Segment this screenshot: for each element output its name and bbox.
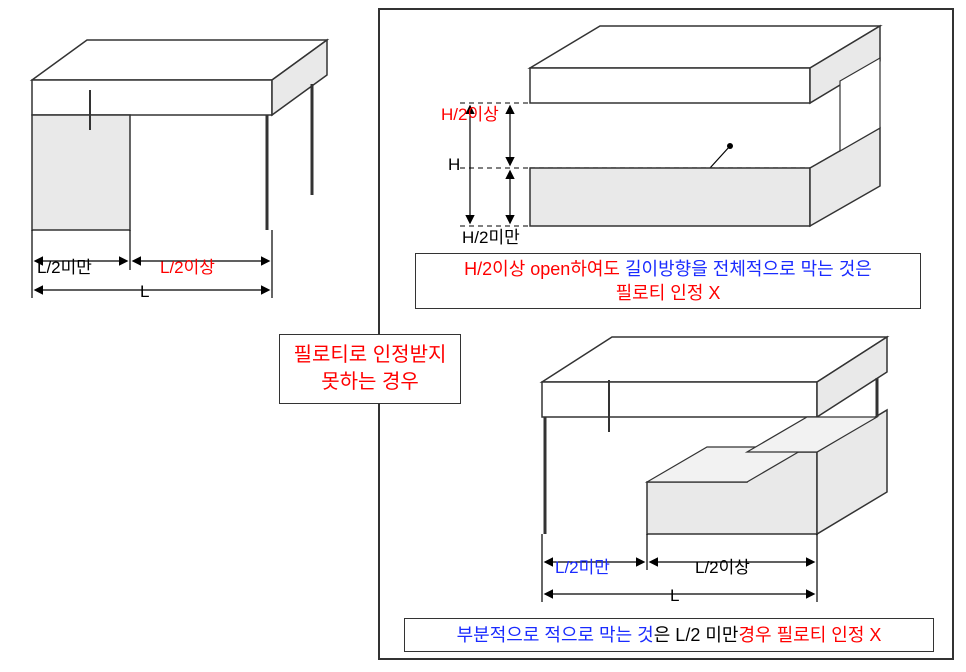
title-line1: 필로티로 인정받지 [294,342,447,369]
rt-h-label: H [448,155,460,175]
rb-l2less-label: L/2미만 [555,553,610,578]
rt-h2more-label: H/2이상 [441,100,499,125]
rt-h2less-label: H/2미만 [462,223,520,248]
right-bottom-caption: 부분적으로 적으로 막는 것은 L/2 미만 경우 필로티 인정 X [404,618,934,652]
title-line2: 못하는 경우 [321,369,419,396]
rb-cap-1: 은 L/2 미만 [654,623,739,647]
right-top-caption: H/2이상 open하여도 길이방향을 전체적으로 막는 것은 필로티 인정 X [415,253,921,309]
left-l2less-label: L/2미만 [37,253,92,278]
left-diagram [12,30,342,330]
rt-cap-1: 길이방향을 전체적으로 막는 것은 [625,259,872,279]
rb-l-label: L [670,586,679,606]
rb-l2more-label: L/2이상 [695,553,750,578]
rt-cap-0: H/2이상 open하여도 [464,259,625,279]
left-l2more-label: L/2이상 [160,253,215,278]
rb-cap-0: 부분적으로 적으로 막는 것 [457,623,654,647]
left-l-label: L [140,282,149,302]
title-box: 필로티로 인정받지 못하는 경우 [279,334,461,404]
rt-cap-2: 필로티 인정 X [616,283,721,303]
rb-cap-2: 경우 필로티 인정 X [738,623,881,647]
